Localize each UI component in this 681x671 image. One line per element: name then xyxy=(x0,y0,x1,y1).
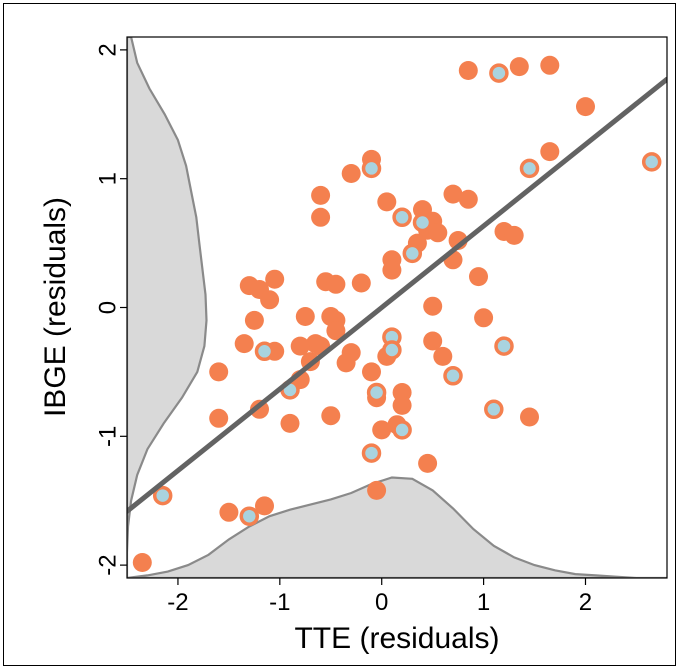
data-point xyxy=(244,310,264,330)
y-tick-label: 1 xyxy=(94,172,121,185)
data-point xyxy=(433,346,453,366)
regression-line xyxy=(127,76,667,514)
data-point xyxy=(458,189,478,209)
data-point xyxy=(509,57,529,77)
x-tick-label: 1 xyxy=(477,589,490,616)
highlighted-data-point xyxy=(402,243,423,264)
data-point xyxy=(377,192,397,212)
data-point xyxy=(418,453,438,473)
x-density-curve xyxy=(127,476,667,578)
highlighted-data-point xyxy=(392,207,412,228)
x-axis-title: TTE (residuals) xyxy=(294,622,499,655)
data-point xyxy=(280,413,300,433)
highlighted-data-point xyxy=(392,420,412,440)
highlighted-data-point xyxy=(152,485,173,506)
x-tick-label: -1 xyxy=(269,589,290,616)
y-density-curve xyxy=(127,37,208,578)
x-tick-label: 0 xyxy=(375,589,388,616)
data-point xyxy=(443,184,463,204)
axis-layer: -2 -1 0 1 2 -2 -1 0 1 2 xyxy=(94,43,592,616)
data-point xyxy=(219,502,239,522)
data-point xyxy=(209,408,229,428)
highlighted-data-point xyxy=(239,506,260,526)
data-point xyxy=(382,260,402,280)
data-point xyxy=(326,274,346,294)
y-tick-label: 2 xyxy=(94,43,121,56)
highlighted-data-point xyxy=(489,63,509,83)
data-point xyxy=(540,142,560,162)
fit-line-layer xyxy=(127,76,667,514)
x-tick-label: 2 xyxy=(579,589,592,616)
data-point xyxy=(351,273,371,293)
highlighted-data-point xyxy=(641,152,662,172)
highlighted-data-point xyxy=(519,158,540,179)
data-point xyxy=(255,496,274,516)
highlighted-data-point xyxy=(494,336,514,356)
y-tick-label: -2 xyxy=(94,554,121,575)
highlighted-data-point xyxy=(412,212,433,233)
data-point xyxy=(474,308,494,328)
data-point xyxy=(576,97,595,117)
y-tick-label: 0 xyxy=(94,301,121,314)
data-point xyxy=(367,480,387,500)
highlighted-data-point xyxy=(254,341,275,362)
highlighted-data-point xyxy=(366,382,387,403)
density-layer xyxy=(127,37,667,578)
data-point xyxy=(326,321,346,341)
highlighted-data-point xyxy=(361,443,382,463)
data-point xyxy=(290,336,310,356)
x-tick-label: -2 xyxy=(167,589,188,616)
data-point xyxy=(520,407,539,427)
data-point xyxy=(311,185,331,205)
data-point xyxy=(469,267,488,287)
data-point xyxy=(362,362,381,382)
data-point xyxy=(423,296,443,316)
data-point xyxy=(260,290,280,310)
y-tick-label: -1 xyxy=(94,426,121,447)
data-point xyxy=(392,395,412,415)
y-axis-title: IBGE (residuals) xyxy=(39,197,72,417)
data-point xyxy=(265,269,285,289)
data-point xyxy=(209,362,229,382)
highlighted-data-point xyxy=(443,366,463,386)
data-point xyxy=(428,223,448,243)
data-point xyxy=(341,164,361,183)
data-point xyxy=(504,225,524,245)
data-point xyxy=(234,334,254,354)
data-point xyxy=(295,307,315,326)
data-point xyxy=(321,406,341,426)
data-point xyxy=(423,331,443,351)
highlighted-data-point xyxy=(484,399,504,420)
highlighted-data-point xyxy=(361,158,382,179)
data-point xyxy=(540,55,560,75)
data-point xyxy=(132,553,152,572)
data-point xyxy=(458,61,478,80)
data-point xyxy=(372,420,392,440)
highlighted-data-point xyxy=(382,340,402,360)
data-point xyxy=(336,353,356,373)
data-point xyxy=(311,207,331,227)
points-layer xyxy=(132,55,662,572)
